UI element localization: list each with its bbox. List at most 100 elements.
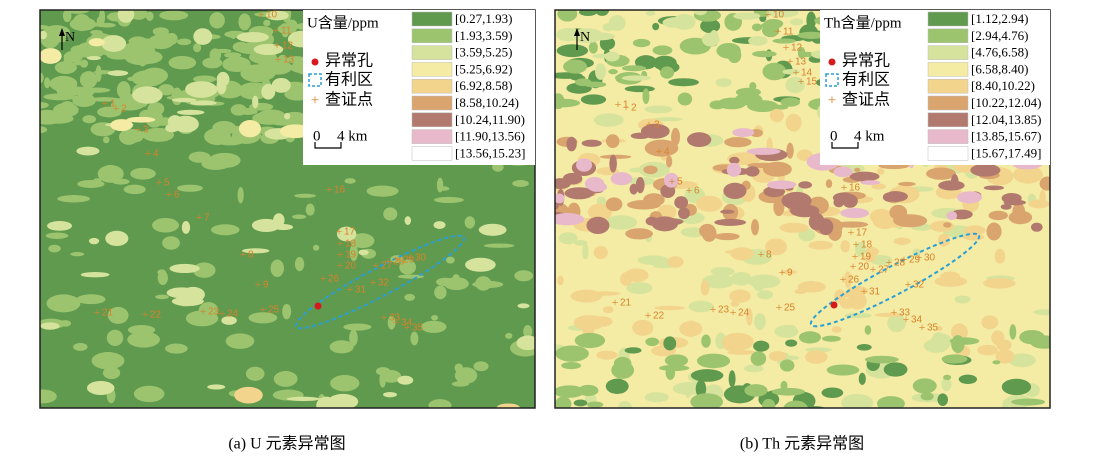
map-patch — [678, 207, 690, 220]
map-patch — [727, 350, 757, 355]
legend-class-label: [11.90,13.56) — [455, 129, 525, 144]
map-patch — [887, 314, 906, 333]
map-patch — [292, 214, 307, 219]
check-point-marker: + — [783, 40, 790, 54]
north-arrow-head — [59, 28, 65, 36]
check-point-marker: + — [730, 305, 737, 319]
map-patch — [580, 94, 607, 105]
map-patch — [555, 193, 565, 204]
map-patch — [754, 313, 766, 331]
legend-swatch — [927, 11, 969, 27]
map-patch — [63, 52, 72, 70]
map-patch — [512, 180, 529, 188]
map-patch — [762, 161, 792, 177]
map-patch — [876, 168, 885, 175]
map-patch — [790, 204, 820, 218]
map-patch — [834, 289, 846, 304]
map-patch — [665, 155, 673, 168]
legend-class-label: [4.76,6.58) — [971, 45, 1028, 60]
check-point-marker: + — [373, 258, 380, 272]
map-patch — [643, 165, 658, 175]
map-patch — [336, 226, 357, 242]
map-patch — [668, 78, 699, 87]
legend-class-label: [3.59,5.25) — [455, 45, 512, 60]
legend-swatch — [927, 129, 969, 144]
check-point-marker: + — [320, 271, 327, 285]
map-patch — [177, 38, 192, 46]
map-patch — [127, 331, 160, 348]
check-point-label: 10 — [773, 10, 785, 21]
map-patch — [245, 366, 265, 381]
map-patch — [142, 127, 175, 142]
map-patch — [399, 259, 416, 275]
map-patch — [732, 128, 755, 138]
map-patch — [169, 263, 200, 274]
check-point-label: 23 — [718, 305, 730, 316]
map-patch — [863, 254, 876, 263]
map-patch — [797, 31, 826, 39]
legend-swatch — [411, 78, 453, 94]
map-patch — [436, 277, 455, 287]
check-point-label: 11 — [281, 26, 292, 37]
map-patch — [644, 392, 669, 403]
map-patch — [663, 172, 679, 188]
map-patch — [662, 17, 689, 28]
map-patch — [329, 340, 354, 354]
map-patch — [176, 109, 205, 115]
legend-class-label: [6.92,8.58) — [455, 78, 512, 93]
map-patch — [763, 19, 784, 29]
map-patch — [131, 70, 165, 87]
legend-swatch — [411, 28, 453, 44]
map-patch — [166, 287, 197, 299]
map-patch — [1031, 222, 1043, 232]
map-patch — [702, 274, 735, 289]
map-patch — [635, 176, 645, 194]
map-patch — [870, 208, 893, 225]
map-patch — [134, 10, 146, 20]
map-patch — [729, 156, 740, 164]
map-patch — [709, 30, 719, 45]
map-patch — [584, 81, 607, 88]
check-point-marker: + — [274, 38, 281, 52]
legend-zone-icon — [825, 73, 839, 87]
map-patch — [643, 193, 665, 207]
north-label: N — [65, 30, 75, 45]
map-patch — [986, 222, 1002, 241]
map-patch — [996, 339, 1012, 351]
map-patch — [1008, 210, 1033, 225]
check-point-label: 29 — [909, 255, 921, 266]
map-patch — [605, 197, 623, 212]
map-patch — [383, 207, 398, 221]
check-point-marker: + — [196, 210, 203, 224]
map-patch — [860, 180, 881, 185]
map-patch — [941, 354, 968, 364]
map-patch — [844, 271, 852, 288]
map-patch — [123, 184, 146, 195]
check-point-marker: + — [260, 302, 267, 316]
map-patch — [606, 134, 620, 149]
map-patch — [889, 204, 908, 221]
map-patch — [478, 223, 507, 236]
map-patch — [981, 315, 999, 330]
check-point-marker: + — [840, 272, 847, 286]
map-patch — [193, 43, 202, 53]
map-patch — [277, 54, 288, 66]
map-patch — [192, 262, 216, 278]
map-patch — [312, 244, 320, 251]
check-point-marker: + — [775, 24, 782, 38]
map-patch — [766, 10, 799, 18]
check-point-label: 12 — [791, 43, 803, 54]
map-patch — [1039, 190, 1046, 206]
map-patch — [86, 56, 101, 61]
map-patch — [762, 398, 776, 408]
legend-swatch — [927, 28, 969, 44]
legend-zone-icon — [308, 73, 322, 87]
map-patch — [695, 379, 707, 398]
check-point-label: 9 — [263, 280, 269, 291]
map-patch — [343, 323, 372, 331]
check-point-label: 18 — [345, 239, 357, 250]
map-patch — [833, 166, 853, 178]
map-patch — [244, 65, 276, 81]
legend-swatch — [411, 129, 453, 144]
map-patch — [665, 365, 676, 380]
